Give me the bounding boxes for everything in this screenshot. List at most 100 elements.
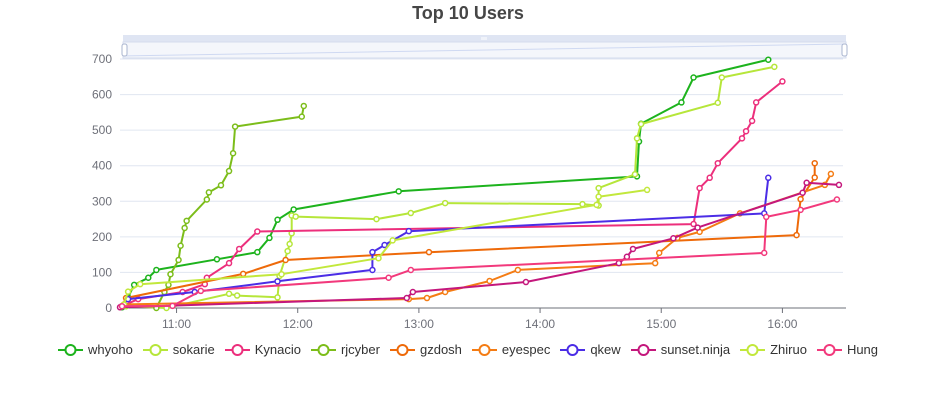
legend-label: sunset.ninja [660, 342, 731, 357]
legend-item-hung[interactable]: Hung [816, 342, 879, 357]
data-point [797, 195, 804, 203]
data-zoom-slider[interactable] [121, 35, 848, 59]
data-point [375, 254, 382, 262]
legend-item-zhiruo[interactable]: Zhiruo [740, 342, 807, 357]
data-point [633, 135, 641, 142]
data-point [286, 240, 293, 248]
data-point [292, 213, 299, 220]
legend-label: qkew [590, 342, 621, 357]
data-point [205, 189, 213, 196]
data-point [381, 241, 388, 249]
data-point [738, 135, 746, 142]
data-point [765, 174, 772, 182]
data-point [407, 209, 415, 217]
data-point [423, 294, 431, 302]
data-point [655, 249, 663, 257]
slider-left-handle[interactable] [121, 43, 128, 57]
data-point [763, 213, 770, 221]
data-point [235, 245, 243, 253]
data-point [779, 78, 786, 85]
legend-item-rjcyber[interactable]: rjcyber [310, 342, 380, 357]
data-point [385, 274, 392, 282]
legend-line-circle-icon [816, 343, 842, 356]
data-point [718, 74, 726, 81]
data-point [631, 171, 639, 178]
data-point [278, 270, 285, 278]
legend-label: Kynacio [254, 342, 301, 357]
data-point [175, 256, 182, 264]
series-line [121, 177, 770, 307]
series-hung [118, 196, 841, 310]
data-point [183, 217, 190, 225]
legend-item-gzdosh[interactable]: gzdosh [389, 342, 462, 357]
data-point [409, 288, 417, 296]
legend-line-circle-icon [310, 343, 336, 356]
legend-line-circle-icon [740, 343, 766, 356]
legend-item-qkew[interactable]: qkew [560, 342, 621, 357]
legend-item-sunset-ninja[interactable]: sunset.ninja [630, 342, 731, 357]
data-point [298, 113, 306, 120]
data-point [405, 227, 413, 235]
data-point [124, 288, 132, 295]
y-tick-label: 200 [92, 230, 112, 244]
data-point [637, 120, 645, 128]
series-line [121, 163, 816, 307]
data-point [118, 302, 126, 310]
data-point [742, 127, 750, 135]
data-point [799, 189, 806, 196]
data-point [696, 184, 703, 192]
data-point [403, 294, 411, 302]
series-line [155, 105, 305, 309]
legend-item-whyoho[interactable]: whyoho [57, 342, 133, 357]
data-point [395, 188, 402, 195]
data-point [833, 196, 841, 203]
series-sunset-ninja [116, 179, 843, 311]
data-point [811, 174, 818, 181]
y-tick-label: 100 [92, 265, 112, 279]
y-tick-label: 500 [92, 123, 112, 137]
data-point [217, 182, 225, 189]
slider-right-handle[interactable] [841, 43, 848, 57]
data-point [233, 292, 241, 299]
data-point [407, 266, 415, 274]
legend-line-circle-icon [57, 343, 83, 356]
data-point [213, 256, 221, 263]
data-point [595, 193, 602, 200]
data-point [239, 270, 247, 278]
series-kynacio [118, 78, 786, 310]
data-point [225, 167, 233, 175]
series-rjcyber [153, 102, 308, 312]
data-point [136, 280, 144, 288]
data-point [643, 186, 651, 194]
data-point [752, 99, 760, 106]
data-point [225, 259, 233, 267]
data-point [282, 256, 289, 264]
data-point [694, 224, 701, 231]
legend-line-circle-icon [630, 343, 656, 356]
legend-label: eyespec [501, 342, 551, 357]
data-point [284, 247, 291, 255]
legend-label: sokarie [172, 342, 215, 357]
legend-item-sokarie[interactable]: sokarie [142, 342, 215, 357]
data-point [266, 234, 273, 242]
y-tick-label: 400 [92, 159, 112, 173]
data-point [229, 150, 237, 157]
data-point [373, 215, 380, 223]
data-point [369, 248, 376, 256]
data-point [615, 259, 623, 267]
legend-item-eyespec[interactable]: eyespec [471, 342, 551, 357]
data-point [274, 278, 281, 285]
data-point [678, 99, 685, 106]
x-tick-label: 13:00 [404, 317, 434, 331]
data-point [797, 206, 804, 214]
data-point [629, 245, 637, 253]
legend-item-kynacio[interactable]: Kynacio [224, 342, 301, 357]
data-point [690, 74, 697, 81]
data-point [425, 248, 433, 256]
data-point [595, 184, 602, 192]
data-point [274, 294, 281, 301]
legend-label: Hung [846, 342, 879, 357]
data-point [274, 216, 281, 224]
legend-line-circle-icon [142, 343, 168, 356]
x-tick-label: 15:00 [646, 317, 676, 331]
